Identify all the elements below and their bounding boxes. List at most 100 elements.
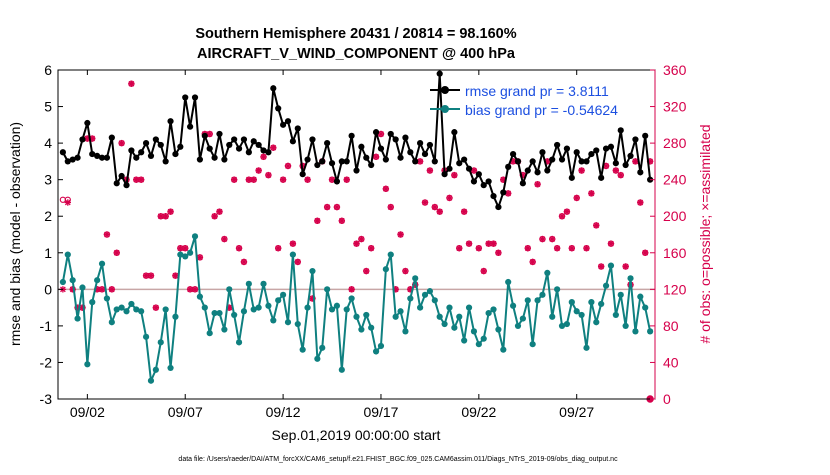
y-tick-label: 4 (44, 135, 52, 151)
obs-assimilated-stroke (417, 158, 423, 165)
y2-tick-label: 160 (663, 245, 687, 261)
obs-assimilated-marker (475, 245, 483, 252)
bias-point (387, 251, 394, 258)
obs-assimilated-marker (108, 286, 116, 293)
obs-assimilated-stroke (632, 158, 639, 165)
rmse-point (412, 158, 419, 165)
bias-point (240, 308, 248, 315)
rmse-point (64, 158, 71, 165)
rmse-point (573, 149, 580, 156)
obs-assimilated-stroke (475, 245, 482, 252)
obs-assimilated-marker (338, 217, 346, 224)
bias-point (622, 322, 629, 329)
bias-point (187, 249, 194, 256)
obs-assimilated-marker (206, 130, 213, 138)
obs-assimilated-stroke (211, 213, 218, 220)
rmse-point (284, 118, 292, 125)
bias-point (157, 339, 164, 346)
obs-assimilated-stroke (157, 213, 164, 220)
bias-point (284, 319, 292, 326)
bias-point (402, 328, 409, 335)
bias-point (588, 299, 595, 306)
obs-assimilated-marker (162, 213, 169, 220)
rmse-point (191, 94, 199, 101)
obs-assimilated-marker (367, 245, 375, 252)
obs-assimilated-stroke (387, 204, 394, 210)
legend-bias-marker (441, 105, 449, 113)
bias-point (480, 335, 487, 342)
obs-assimilated-stroke (539, 236, 546, 242)
obs-assimilated-marker (617, 171, 624, 179)
rmse-point (235, 145, 243, 152)
obs-assimilated-stroke (167, 208, 174, 215)
x-tick-label: 09/02 (70, 404, 105, 420)
obs-assimilated-marker (284, 162, 292, 170)
bias-point (69, 277, 76, 284)
rmse-point (637, 169, 644, 176)
bias-point (103, 295, 111, 302)
obs-assimilated-stroke (485, 240, 492, 247)
obs-assimilated-stroke (197, 254, 203, 261)
obs-assimilated-stroke (427, 167, 433, 174)
x-tick-label: 09/22 (461, 404, 496, 420)
plot-area (58, 70, 655, 399)
bias-point (226, 286, 233, 293)
rmse-point (221, 156, 228, 163)
obs-assimilated-stroke (568, 245, 575, 252)
obs-assimilated-marker (382, 185, 390, 193)
obs-assimilated-marker (421, 199, 429, 206)
rmse-point (524, 167, 531, 174)
rmse-point (509, 150, 517, 158)
obs-assimilated-marker (348, 286, 355, 293)
y2-axis-label: # of obs: o=possible; ×=assimilated (697, 124, 713, 343)
obs-assimilated-stroke (177, 245, 184, 252)
rmse-point (201, 132, 208, 139)
obs-assimilated-marker (265, 171, 272, 179)
bias-point (79, 284, 86, 291)
obs-assimilated-stroke (603, 163, 609, 169)
rmse-point (451, 129, 458, 136)
obs-assimilated-stroke (471, 167, 477, 174)
obs-assimilated-stroke (148, 272, 154, 279)
obs-assimilated-stroke (104, 231, 110, 238)
obs-assimilated-marker (377, 130, 385, 138)
rmse-point (333, 178, 341, 185)
bias-point (177, 251, 184, 258)
bias-point (309, 267, 316, 275)
y2-tick-label: 120 (663, 281, 687, 297)
bias-point (211, 309, 218, 317)
y-axis-label: rmse and bias (model - observation) (7, 122, 23, 346)
obs-assimilated-marker (304, 176, 311, 183)
rmse-point (456, 160, 463, 167)
bias-point (138, 308, 145, 315)
bias-point (368, 324, 375, 331)
bias-point (426, 288, 434, 295)
obs-assimilated-marker (612, 167, 620, 174)
obs-assimilated-stroke (436, 208, 443, 215)
rmse-point (123, 182, 130, 189)
obs-assimilated-stroke (108, 286, 115, 293)
rmse-point (377, 145, 385, 152)
y2-tick-label: 80 (663, 318, 679, 334)
legend-bias-label: bias grand pr = -0.54624 (465, 102, 618, 118)
bias-point (142, 333, 150, 340)
rmse-point (392, 136, 399, 143)
bias-point (260, 280, 267, 287)
y-tick-label: 5 (44, 99, 52, 115)
bias-point (377, 342, 385, 350)
rmse-point (343, 158, 350, 165)
bias-point (167, 364, 174, 372)
bias-point (216, 309, 223, 317)
x-axis-label: Sep.01,2019 00:00:00 start (272, 427, 441, 443)
obs-assimilated-marker (113, 249, 120, 256)
bias-point (593, 319, 600, 326)
obs-assimilated-marker (182, 245, 189, 252)
obs-assimilated-marker (353, 240, 360, 247)
rmse-point (167, 118, 174, 125)
obs-assimilated-stroke (236, 245, 242, 252)
obs-assimilated-stroke (231, 176, 238, 183)
rmse-point (79, 136, 86, 143)
bias-point (612, 311, 619, 319)
obs-assimilated-stroke (402, 268, 409, 274)
bias-point (617, 291, 624, 298)
